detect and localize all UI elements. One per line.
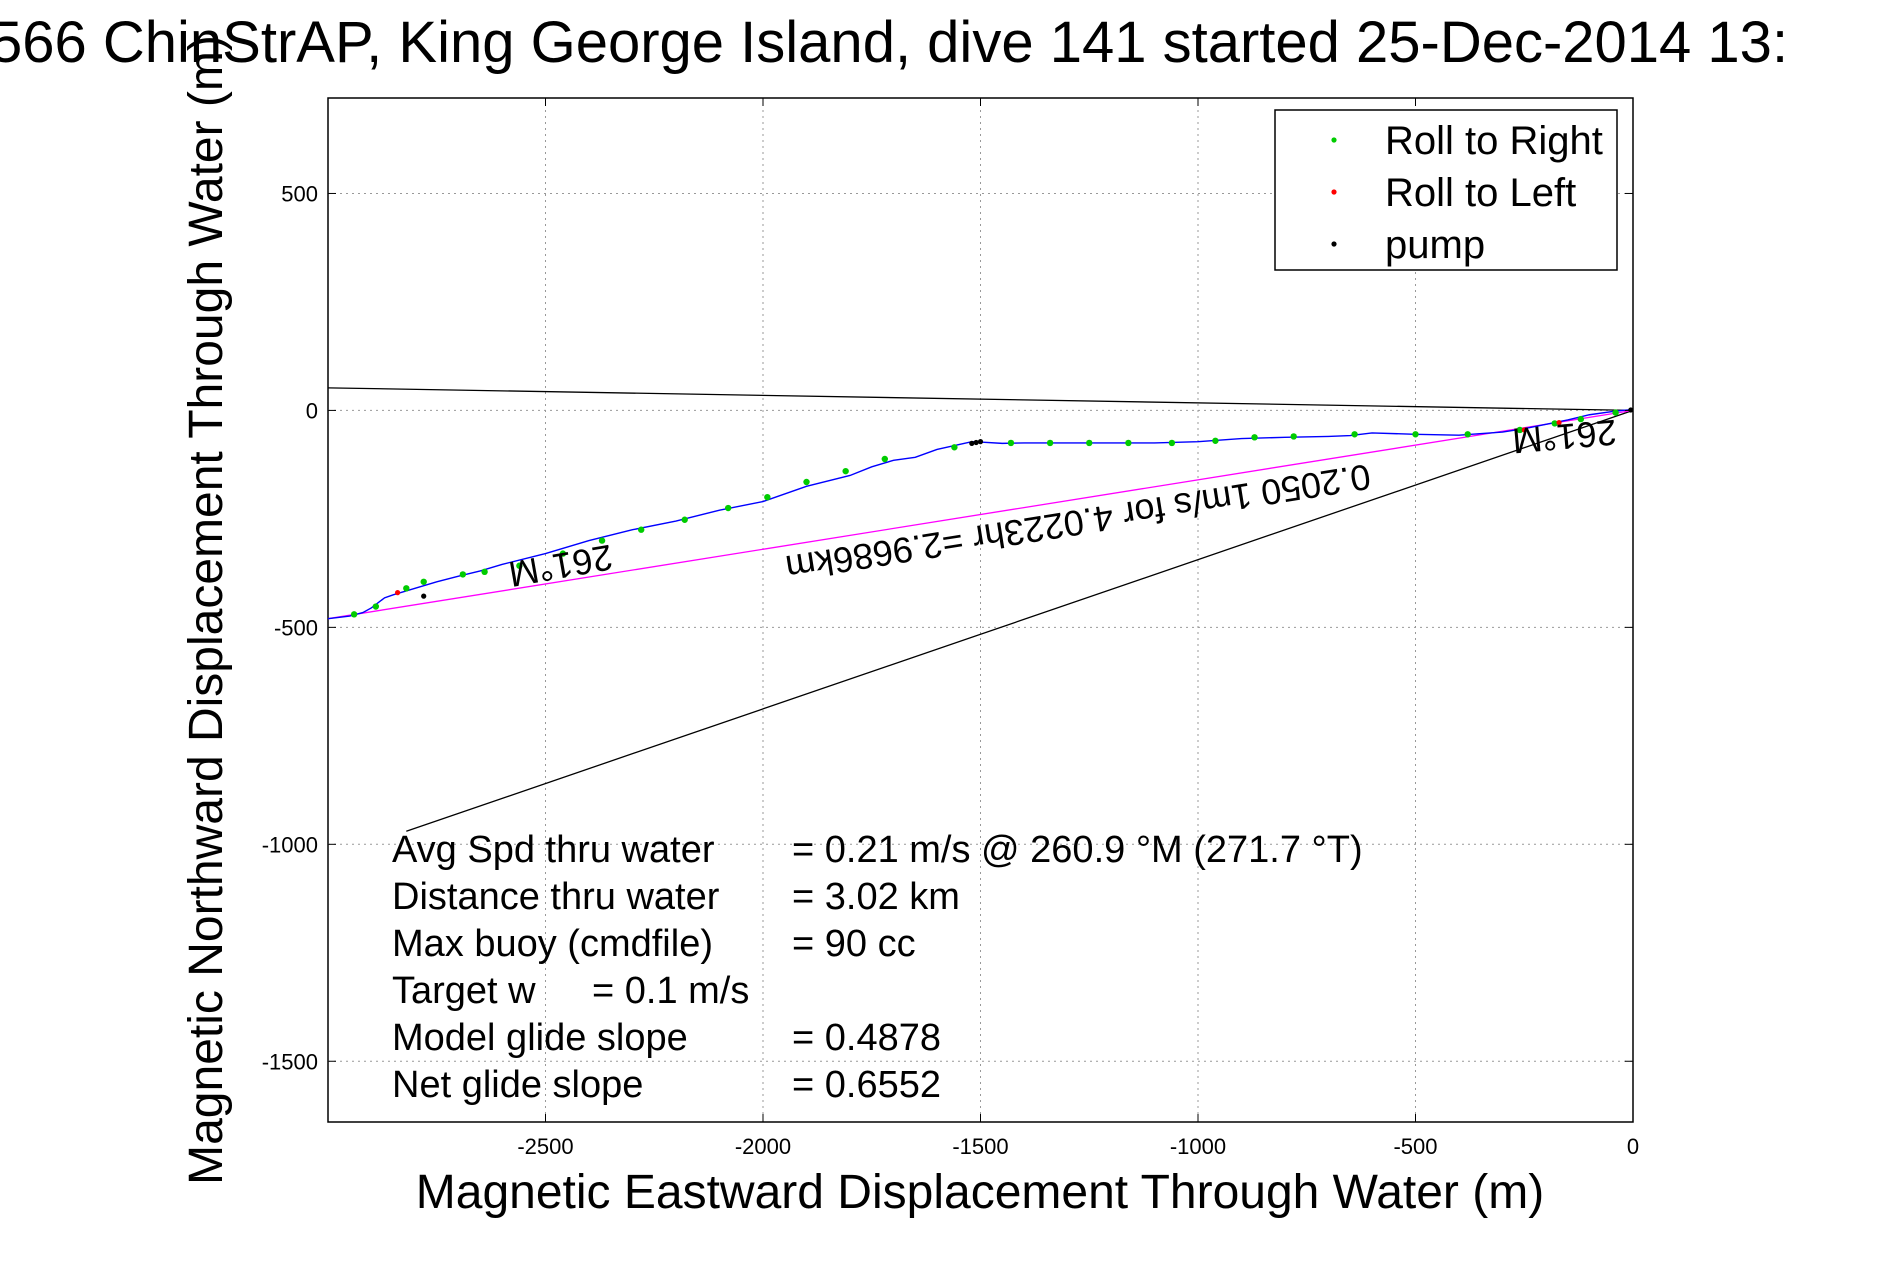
point-pump: [977, 439, 984, 445]
point-pump: [421, 593, 427, 599]
legend-label: pump: [1385, 223, 1485, 267]
point-roll-to-left: [1556, 419, 1562, 426]
marker-layer: [350, 407, 1634, 618]
legend: Roll to Right Roll to Left pump: [1274, 109, 1618, 271]
point-roll-to-right: [516, 562, 523, 569]
reference-line-black-upper: [327, 387, 1634, 412]
stat-label: Distance thru water: [392, 876, 720, 918]
x-tick-label: -500: [1393, 1134, 1437, 1159]
stat-label: Avg Spd thru water: [392, 829, 715, 871]
point-roll-to-right: [881, 455, 888, 463]
legend-label: Roll to Right: [1385, 119, 1603, 163]
stat-label: Target w: [392, 970, 536, 1012]
point-roll-to-right: [598, 537, 606, 544]
point-roll-to-right: [1168, 439, 1176, 447]
legend-marker: [1331, 137, 1337, 143]
point-roll-to-right: [725, 504, 732, 512]
y-tick-label: -1500: [262, 1049, 318, 1074]
y-axis-label: Magnetic Northward Displacement Through …: [180, 35, 233, 1185]
stats-block: Avg Spd thru water = 0.21 m/s @ 260.9 °M …: [392, 829, 1363, 1106]
stat-value: = 0.21 m/s @ 260.9 °M (271.7 °T): [792, 829, 1363, 871]
point-pump: [969, 440, 975, 446]
point-roll-to-right: [1251, 434, 1258, 441]
chart-title: 566 ChinStrAP, King George Island, dive …: [0, 10, 1788, 75]
point-roll-to-right: [1412, 431, 1419, 438]
point-roll-to-right: [764, 493, 771, 501]
point-roll-to-right: [1046, 439, 1054, 447]
x-tick-label: 0: [1627, 1134, 1639, 1159]
stat-value: = 0.1 m/s: [592, 970, 749, 1012]
stat-value: = 3.02 km: [792, 876, 960, 918]
point-roll-to-right: [1464, 431, 1471, 438]
point-roll-to-right: [403, 585, 410, 592]
point-roll-to-right: [1351, 431, 1358, 438]
stat-value: = 0.6552: [792, 1064, 941, 1106]
point-pump: [973, 439, 979, 446]
point-roll-to-right: [1212, 437, 1219, 444]
point-roll-to-right: [842, 467, 849, 475]
point-roll-to-right: [559, 550, 567, 557]
ticks: -2500 -2000 -1500 -1000 -500 0 500 0 -500 -1000 -1…: [262, 98, 1639, 1159]
point-roll-to-right: [459, 571, 467, 578]
stat-label: Net glide slope: [392, 1064, 643, 1106]
point-roll-to-right: [681, 516, 688, 523]
point-roll-to-right: [803, 478, 810, 486]
y-tick-label: -500: [274, 615, 318, 640]
point-roll-to-left: [395, 590, 401, 596]
reference-line-black-lower: [406, 409, 1634, 832]
x-tick-label: -1000: [1170, 1134, 1226, 1159]
x-tick-label: -2000: [735, 1134, 791, 1159]
y-tick-label: 0: [306, 398, 318, 423]
point-roll-to-right: [951, 444, 958, 451]
x-tick-label: -2500: [517, 1134, 573, 1159]
annotation-label: 261°M: [1511, 412, 1619, 462]
point-roll-to-right: [1516, 426, 1524, 434]
point-roll-to-right: [372, 603, 380, 610]
grid: [328, 98, 1633, 1122]
legend-entries: Roll to Right Roll to Left pump: [1331, 119, 1603, 267]
point-roll-to-right: [1086, 439, 1093, 447]
stat-label: Model glide slope: [392, 1017, 688, 1059]
reference-lines: [327, 387, 1634, 832]
legend-marker: [1331, 241, 1337, 247]
point-roll-to-left: [1521, 427, 1527, 433]
point-roll-to-right: [1577, 415, 1585, 423]
point-roll-to-right: [1125, 439, 1132, 447]
point-roll-to-right: [1551, 420, 1558, 427]
y-tick-label: -1000: [262, 832, 318, 857]
y-tick-label: 500: [281, 181, 318, 206]
stat-label: Max buoy (cmdfile): [392, 923, 713, 965]
point-roll-to-right: [1290, 433, 1297, 440]
point-roll-to-right: [1007, 439, 1015, 447]
point-roll-to-right: [481, 568, 488, 576]
reference-line-magenta-net: [327, 409, 1634, 620]
point-roll-to-right: [350, 611, 358, 618]
x-axis-label: Magnetic Eastward Displacement Through W…: [416, 1166, 1544, 1219]
stat-value: = 0.4878: [792, 1017, 941, 1059]
point-roll-to-right: [638, 526, 645, 533]
point-roll-to-right: [420, 578, 427, 585]
x-tick-label: -1500: [952, 1134, 1008, 1159]
legend-marker: [1331, 189, 1337, 195]
stat-value: = 90 cc: [792, 923, 916, 965]
legend-label: Roll to Left: [1385, 171, 1576, 215]
point-roll-to-right: [1612, 409, 1619, 416]
